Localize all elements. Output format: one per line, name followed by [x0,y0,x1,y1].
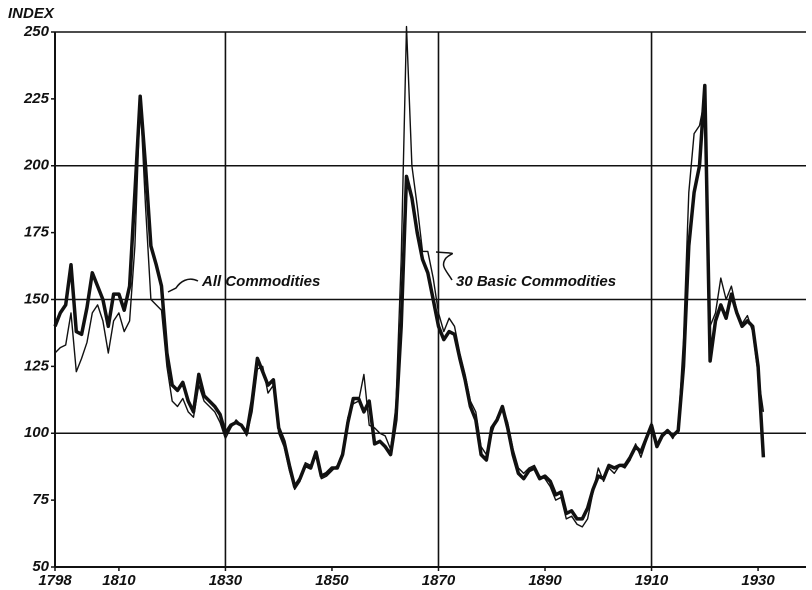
x-tick-label: 1798 [38,572,72,589]
x-tick-label: 1910 [635,572,669,589]
x-tick-label: 1810 [102,572,136,589]
series-line [53,83,766,521]
annotation: 30 Basic Commodities [456,273,616,290]
series-line [54,25,765,528]
y-tick-label: 175 [24,224,50,241]
y-tick-label: 100 [24,424,50,441]
y-axis-label: INDEX [8,5,55,22]
annotation-leader [435,251,453,281]
annotation: All Commodities [201,273,320,290]
y-tick-label: 250 [23,23,50,40]
x-tick-label: 1870 [422,572,456,589]
x-tick-label: 1890 [528,572,562,589]
y-tick-label: 125 [24,357,50,374]
y-tick-label: 50 [32,558,49,575]
x-tick-label: 1830 [209,572,243,589]
y-tick-label: 150 [24,290,50,307]
y-tick-label: 200 [23,157,50,174]
y-tick-label: 75 [32,491,49,508]
x-tick-label: 1930 [741,572,775,589]
y-tick-label: 225 [23,90,50,107]
annotation-leader [167,278,199,293]
x-tick-label: 1850 [315,572,349,589]
